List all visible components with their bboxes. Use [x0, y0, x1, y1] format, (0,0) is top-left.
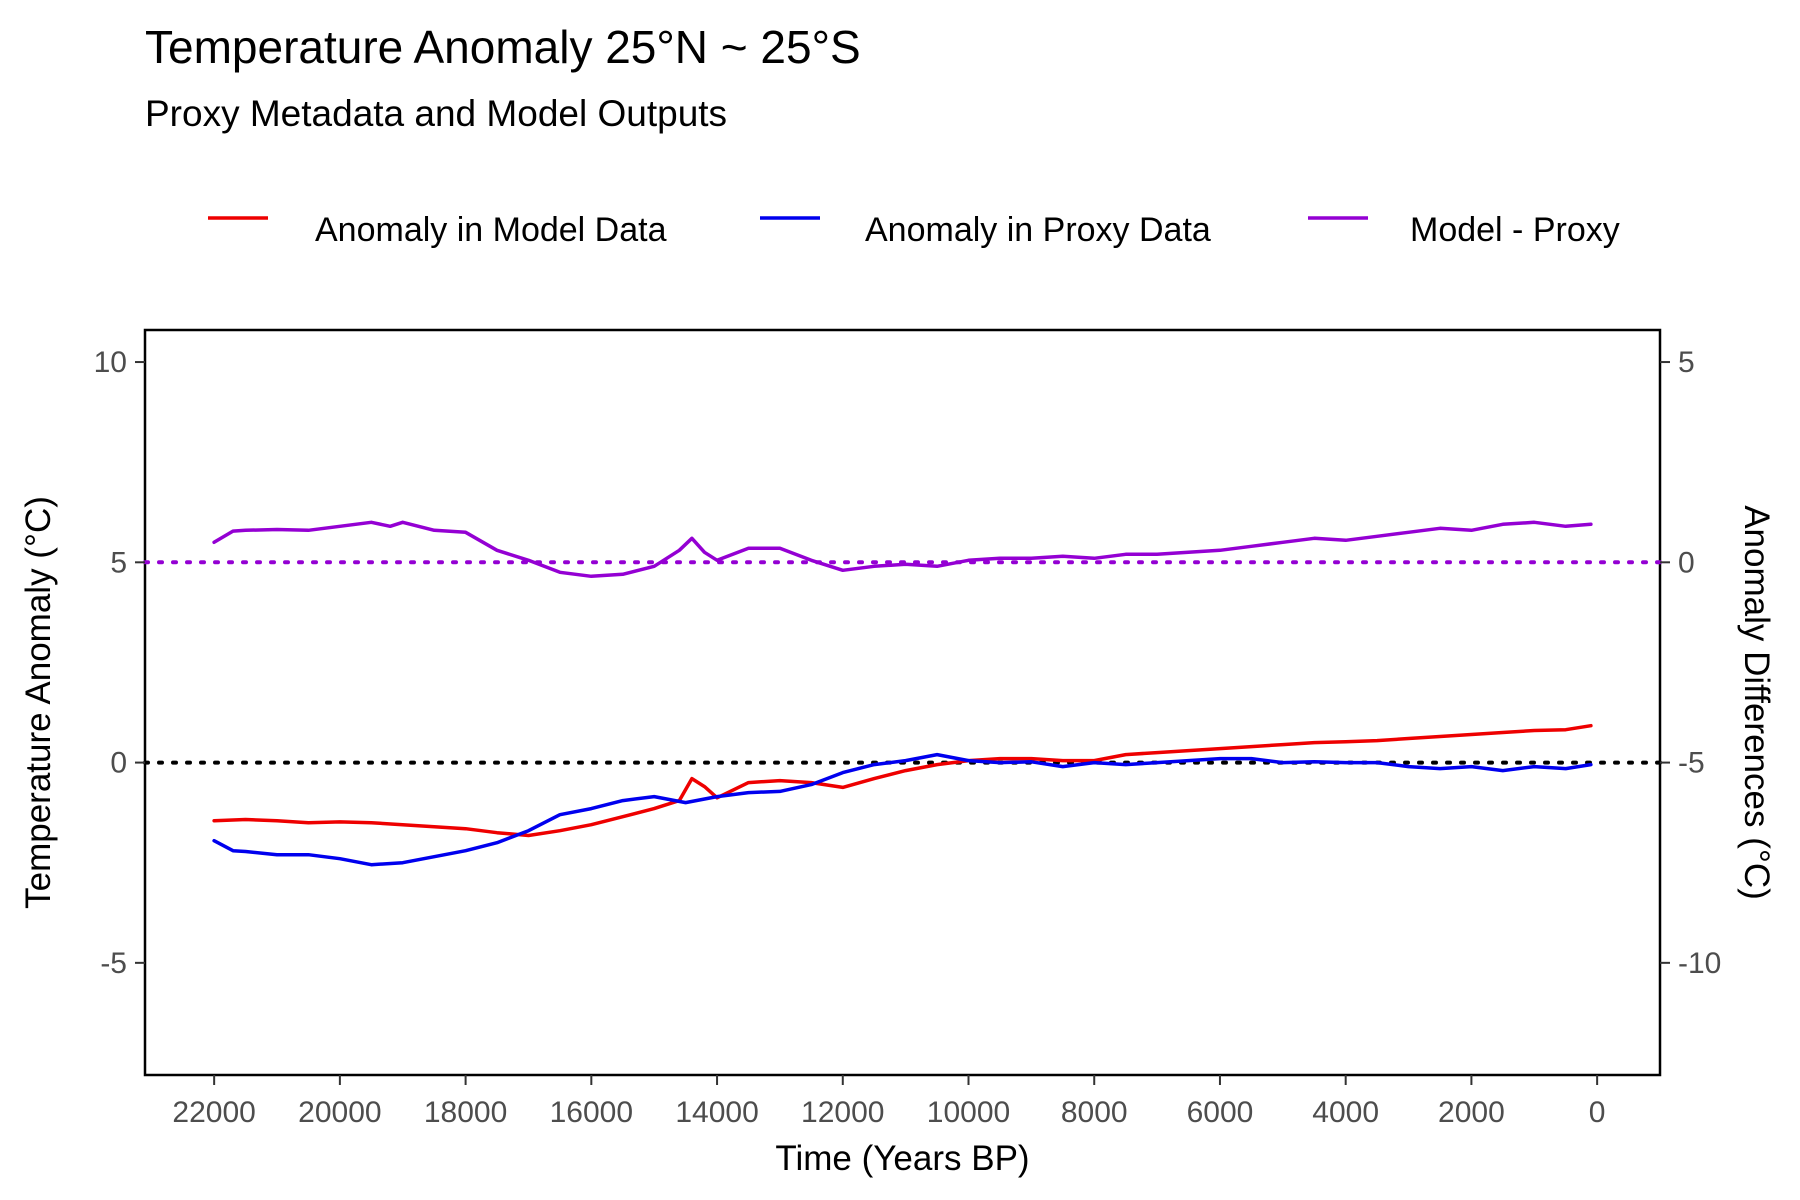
y-tick-label-left: -5	[100, 947, 127, 980]
y-tick-label-right: 0	[1678, 546, 1695, 579]
legend-label-1: Anomaly in Model Data	[315, 211, 667, 249]
x-tick-label: 6000	[1187, 1096, 1254, 1129]
legend: Anomaly in Model Data Anomaly in Proxy Da…	[208, 211, 1620, 249]
reference-lines	[143, 560, 1662, 765]
y-tick-label-left: 10	[94, 346, 127, 379]
x-tick-label: 12000	[801, 1096, 884, 1129]
legend-label-3: Model - Proxy	[1410, 211, 1620, 249]
x-axis-title: Time (Years BP)	[775, 1139, 1029, 1178]
legend-label-2: Anomaly in Proxy Data	[865, 211, 1211, 249]
x-axis: 22000 20000 18000 16000 14000 12000 10000 8000 6…	[172, 1075, 1605, 1129]
x-tick-label: 20000	[298, 1096, 381, 1129]
x-tick-label: 4000	[1312, 1096, 1379, 1129]
series-line-1	[212, 723, 1593, 838]
y-axis-left: -5 0 5 10	[94, 346, 145, 980]
y-tick-label-left: 0	[110, 747, 127, 780]
series-lines	[212, 520, 1593, 867]
y-axis-right: -10 -5 0 5	[1660, 346, 1721, 980]
y-tick-label-left: 5	[110, 546, 127, 579]
series-line-3	[212, 520, 1593, 579]
plot-border	[143, 328, 1662, 1077]
x-tick-label: 22000	[172, 1096, 255, 1129]
x-tick-label: 14000	[675, 1096, 758, 1129]
plot-area	[143, 328, 1662, 1077]
x-tick-label: 16000	[550, 1096, 633, 1129]
y-axis-title-right: Anomaly Differences (°C)	[1737, 505, 1776, 900]
x-tick-label: 18000	[424, 1096, 507, 1129]
chart-title: Temperature Anomaly 25°N ~ 25°S	[145, 21, 861, 73]
x-tick-label: 0	[1589, 1096, 1606, 1129]
y-tick-label-right: -10	[1678, 947, 1721, 980]
y-tick-label-right: -5	[1678, 747, 1705, 780]
y-tick-label-right: 5	[1678, 346, 1695, 379]
chart-subtitle: Proxy Metadata and Model Outputs	[145, 93, 727, 134]
x-tick-label: 2000	[1438, 1096, 1505, 1129]
series-line-2	[212, 752, 1593, 867]
x-tick-label: 10000	[927, 1096, 1010, 1129]
x-tick-label: 8000	[1061, 1096, 1128, 1129]
y-axis-title-left: Temperature Anomaly (°C)	[19, 496, 58, 909]
